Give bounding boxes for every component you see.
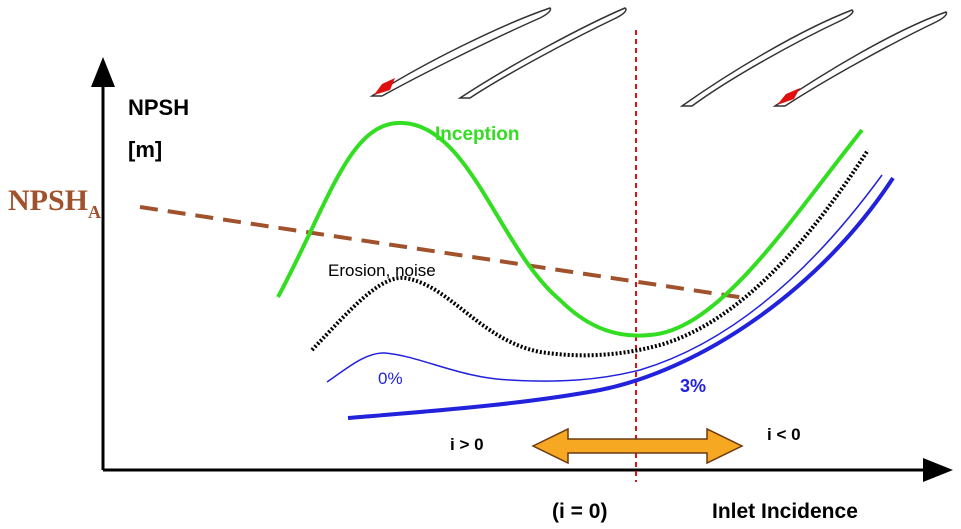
diagram: NPSH [m] NPSHA Inception Erosion, noise … <box>0 0 961 529</box>
x-label: Inlet Incidence <box>712 500 858 523</box>
npsh-a-line <box>140 207 745 298</box>
blade <box>372 8 551 96</box>
npsh-a-main: NPSH <box>8 184 88 217</box>
y-label-unit: [m] <box>128 137 162 162</box>
blade <box>682 10 853 106</box>
blade <box>460 8 626 98</box>
npsh-a-label: NPSHA <box>8 184 101 222</box>
positive-label: i > 0 <box>450 435 484 454</box>
three-percent-label: 3% <box>680 376 706 396</box>
negative-label: i < 0 <box>767 425 801 444</box>
zero-percent-label: 0% <box>378 369 403 388</box>
y-label: NPSH <box>128 95 189 120</box>
erosion-label: Erosion, noise <box>328 261 436 280</box>
incidence-arrow <box>533 429 742 463</box>
zero-label: (i = 0) <box>552 500 607 523</box>
inception-label: Inception <box>435 124 519 145</box>
npsh-a-subscript: A <box>88 202 101 222</box>
blades <box>372 8 947 106</box>
three-percent-curve <box>348 178 893 418</box>
blade <box>775 12 947 106</box>
